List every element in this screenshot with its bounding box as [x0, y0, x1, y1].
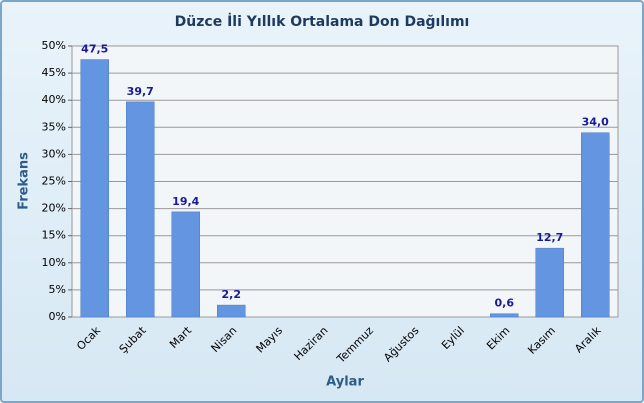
chart-title: Düzce İli Yıllık Ortalama Don Dağılımı	[175, 13, 470, 30]
bar	[217, 304, 246, 318]
y-axis-title: Frekans	[17, 152, 32, 210]
y-tick-label: 50%	[42, 39, 66, 52]
bar	[171, 211, 200, 318]
bar	[490, 313, 519, 318]
y-tick-label: 30%	[42, 147, 66, 160]
data-label: 12,7	[536, 231, 563, 244]
data-label: 39,7	[127, 85, 154, 98]
data-label: 34,0	[582, 116, 609, 129]
y-tick-label: 0%	[49, 310, 66, 323]
y-tick-label: 5%	[49, 283, 66, 296]
y-tick-label: 10%	[42, 256, 66, 269]
data-label: 47,5	[81, 43, 108, 56]
data-label: 2,2	[222, 288, 242, 301]
y-tick-label: 35%	[42, 120, 66, 133]
bar	[535, 247, 564, 318]
x-axis-title: Aylar	[326, 375, 364, 390]
y-tick-label: 45%	[42, 66, 66, 79]
y-tick-label: 40%	[42, 93, 66, 106]
data-label: 0,6	[495, 297, 515, 310]
y-tick-label: 15%	[42, 229, 66, 242]
y-tick-label: 25%	[42, 175, 66, 188]
bar	[126, 101, 155, 318]
bar	[581, 132, 610, 318]
bar	[80, 59, 109, 318]
data-label: 19,4	[172, 195, 199, 208]
y-tick-label: 20%	[42, 202, 66, 215]
